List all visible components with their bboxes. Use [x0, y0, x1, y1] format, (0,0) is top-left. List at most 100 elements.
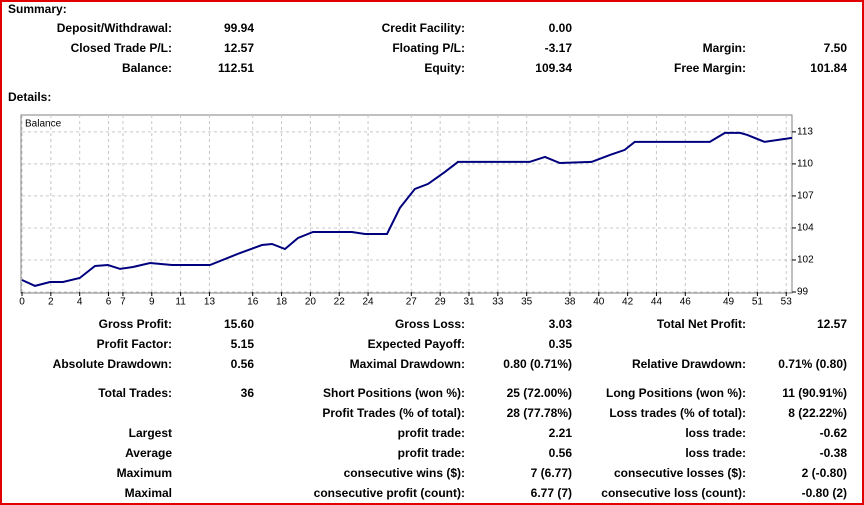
field-value: 0.56 [231, 357, 255, 371]
y-tick-label: 102 [797, 255, 814, 266]
field-value: 12.57 [817, 317, 847, 331]
field-value: 0.00 [549, 21, 573, 35]
field-label: Expected Payoff: [368, 337, 465, 351]
field-value: 7 (6.77) [531, 466, 572, 480]
field-label: consecutive profit (count): [314, 486, 465, 500]
field-value: 0.56 [549, 446, 573, 460]
x-tick-label: 44 [651, 297, 663, 308]
x-tick-label: 16 [247, 297, 259, 308]
field-label: Absolute Drawdown: [53, 357, 172, 371]
x-tick-label: 22 [334, 297, 346, 308]
x-tick-label: 33 [492, 297, 504, 308]
y-tick-label: 113 [797, 127, 813, 138]
x-tick-label: 27 [406, 297, 418, 308]
field-value: 112.51 [218, 61, 254, 75]
field-value: 109.34 [535, 61, 572, 75]
field-value: 5.15 [231, 337, 255, 351]
field-label: profit trade: [398, 426, 465, 440]
field-value: -3.17 [545, 41, 573, 55]
field-value: 101.84 [810, 61, 847, 75]
field-value: 12.57 [224, 41, 254, 55]
x-tick-label: 24 [363, 297, 375, 308]
field-value: 2.21 [549, 426, 573, 440]
y-tick-label: 107 [797, 191, 814, 202]
field-label: Profit Trades (% of total): [322, 406, 465, 420]
y-tick-label: 99 [797, 287, 809, 298]
x-tick-label: 42 [622, 297, 634, 308]
field-label: Maximal Drawdown: [350, 357, 465, 371]
field-label: consecutive loss (count): [601, 486, 746, 500]
field-label: Maximal [125, 486, 172, 500]
field-label: loss trade: [685, 426, 746, 440]
x-tick-label: 9 [149, 297, 155, 308]
x-tick-label: 11 [175, 297, 186, 308]
field-label: consecutive wins ($): [344, 466, 465, 480]
legend-label: Balance [25, 119, 62, 130]
field-value: 3.03 [549, 317, 573, 331]
x-tick-label: 46 [680, 297, 692, 308]
field-value: 0.35 [549, 337, 573, 351]
field-value: 2 (-0.80) [802, 466, 847, 480]
field-label: Margin: [703, 41, 746, 55]
field-label: Floating P/L: [392, 41, 465, 55]
field-value: 99.94 [224, 21, 254, 35]
x-tick-label: 40 [593, 297, 605, 308]
field-label: Short Positions (won %): [323, 386, 465, 400]
x-tick-label: 20 [305, 297, 317, 308]
field-label: Equity: [424, 61, 465, 75]
x-tick-label: 2 [48, 297, 54, 308]
field-label: Largest [129, 426, 172, 440]
field-value: -0.62 [820, 426, 848, 440]
field-label: Maximum [117, 466, 172, 480]
field-label: Relative Drawdown: [632, 357, 746, 371]
field-label: Balance: [122, 61, 172, 75]
x-tick-label: 53 [781, 297, 793, 308]
x-tick-label: 6 [106, 297, 112, 308]
field-label: Loss trades (% of total): [609, 406, 746, 420]
field-value: 7.50 [824, 41, 848, 55]
field-value: 36 [241, 386, 255, 400]
field-value: 0.71% (0.80) [778, 357, 847, 371]
field-label: profit trade: [398, 446, 465, 460]
field-label: Free Margin: [674, 61, 746, 75]
field-label: Deposit/Withdrawal: [57, 21, 172, 35]
field-label: Gross Loss: [395, 317, 465, 331]
field-label: consecutive losses ($): [614, 466, 746, 480]
field-label: Total Trades: [98, 386, 172, 400]
details-title: Details: [8, 90, 51, 104]
x-tick-label: 31 [463, 297, 475, 308]
field-label: Closed Trade P/L: [71, 41, 172, 55]
field-label: Average [125, 446, 172, 460]
summary-title: Summary: [8, 2, 67, 16]
x-tick-label: 29 [435, 297, 447, 308]
field-value: 6.77 (7) [531, 486, 572, 500]
field-label: Total Net Profit: [657, 317, 746, 331]
field-value: -0.38 [820, 446, 848, 460]
field-value: 28 (77.78%) [507, 406, 572, 420]
y-tick-label: 104 [797, 223, 814, 234]
field-value: -0.80 (2) [802, 486, 847, 500]
field-value: 8 (22.22%) [788, 406, 847, 420]
field-label: Gross Profit: [99, 317, 172, 331]
x-tick-label: 0 [19, 297, 25, 308]
x-tick-label: 49 [723, 297, 735, 308]
x-tick-label: 35 [521, 297, 533, 308]
x-tick-label: 38 [564, 297, 576, 308]
field-label: loss trade: [685, 446, 746, 460]
x-tick-label: 7 [120, 297, 126, 308]
field-label: Credit Facility: [382, 21, 465, 35]
y-tick-label: 110 [797, 159, 813, 170]
x-tick-label: 4 [77, 297, 83, 308]
balance-line [21, 131, 793, 287]
field-value: 0.80 (0.71%) [503, 357, 572, 371]
field-value: 15.60 [224, 317, 254, 331]
field-value: 25 (72.00%) [507, 386, 572, 400]
x-tick-label: 51 [752, 297, 764, 308]
field-value: 11 (90.91%) [782, 386, 847, 400]
x-tick-label: 18 [276, 297, 288, 308]
field-label: Long Positions (won %): [606, 386, 746, 400]
field-label: Profit Factor: [97, 337, 172, 351]
x-tick-label: 13 [204, 297, 216, 308]
